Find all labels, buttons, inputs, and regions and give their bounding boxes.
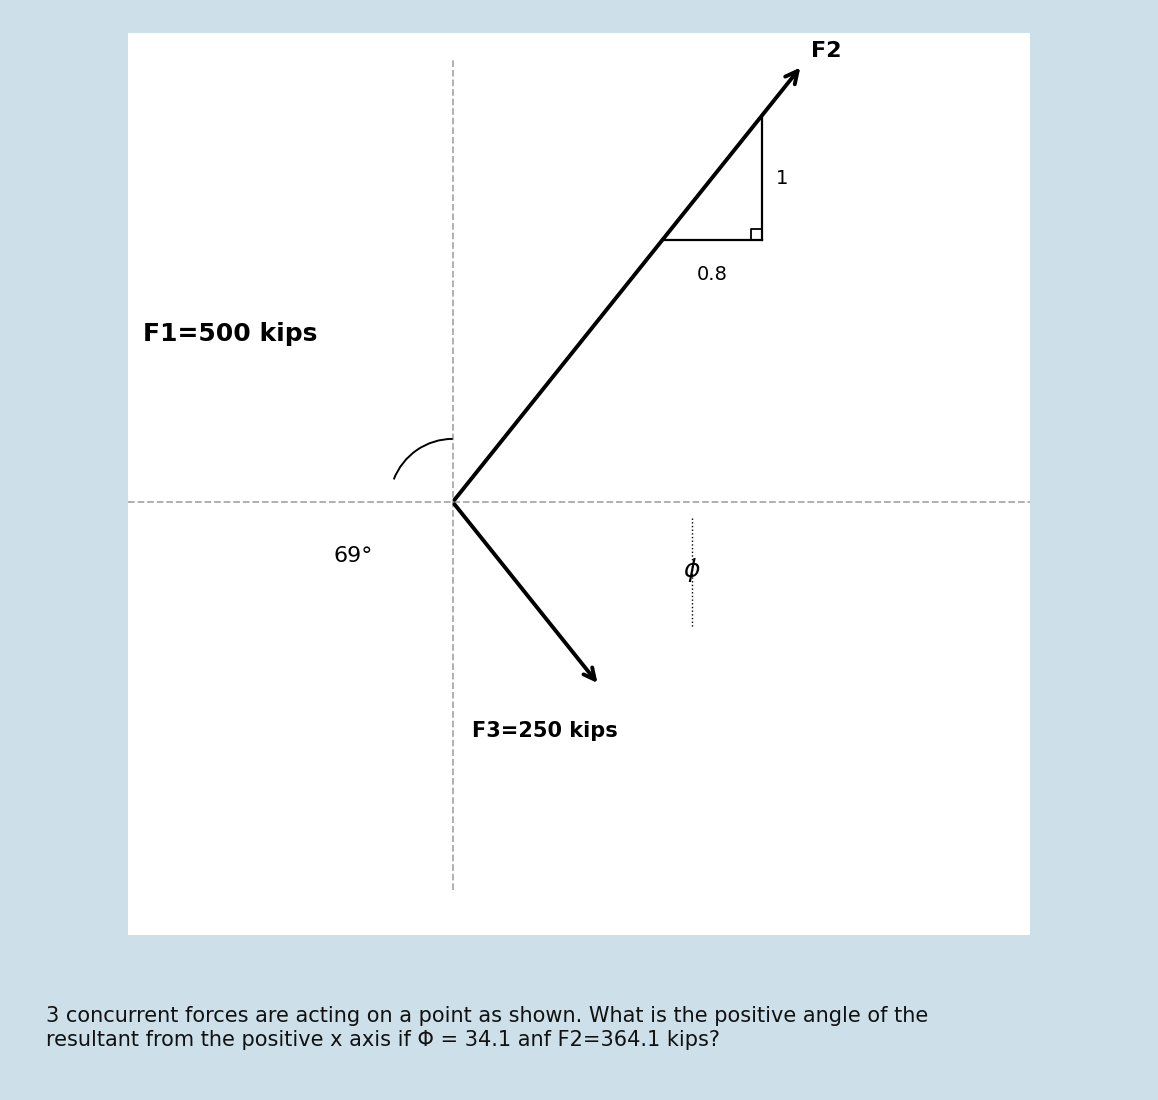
Text: 69°: 69° <box>334 547 373 567</box>
Text: F3=250 kips: F3=250 kips <box>472 722 618 741</box>
Text: 1: 1 <box>776 168 789 187</box>
Text: F1=500 kips: F1=500 kips <box>142 321 317 345</box>
Text: ϕ: ϕ <box>683 558 699 582</box>
Text: 0.8: 0.8 <box>696 265 727 284</box>
FancyBboxPatch shape <box>129 33 1029 935</box>
Text: 3 concurrent forces are acting on a point as shown. What is the positive angle o: 3 concurrent forces are acting on a poin… <box>46 1006 929 1049</box>
Text: F2: F2 <box>811 41 842 60</box>
